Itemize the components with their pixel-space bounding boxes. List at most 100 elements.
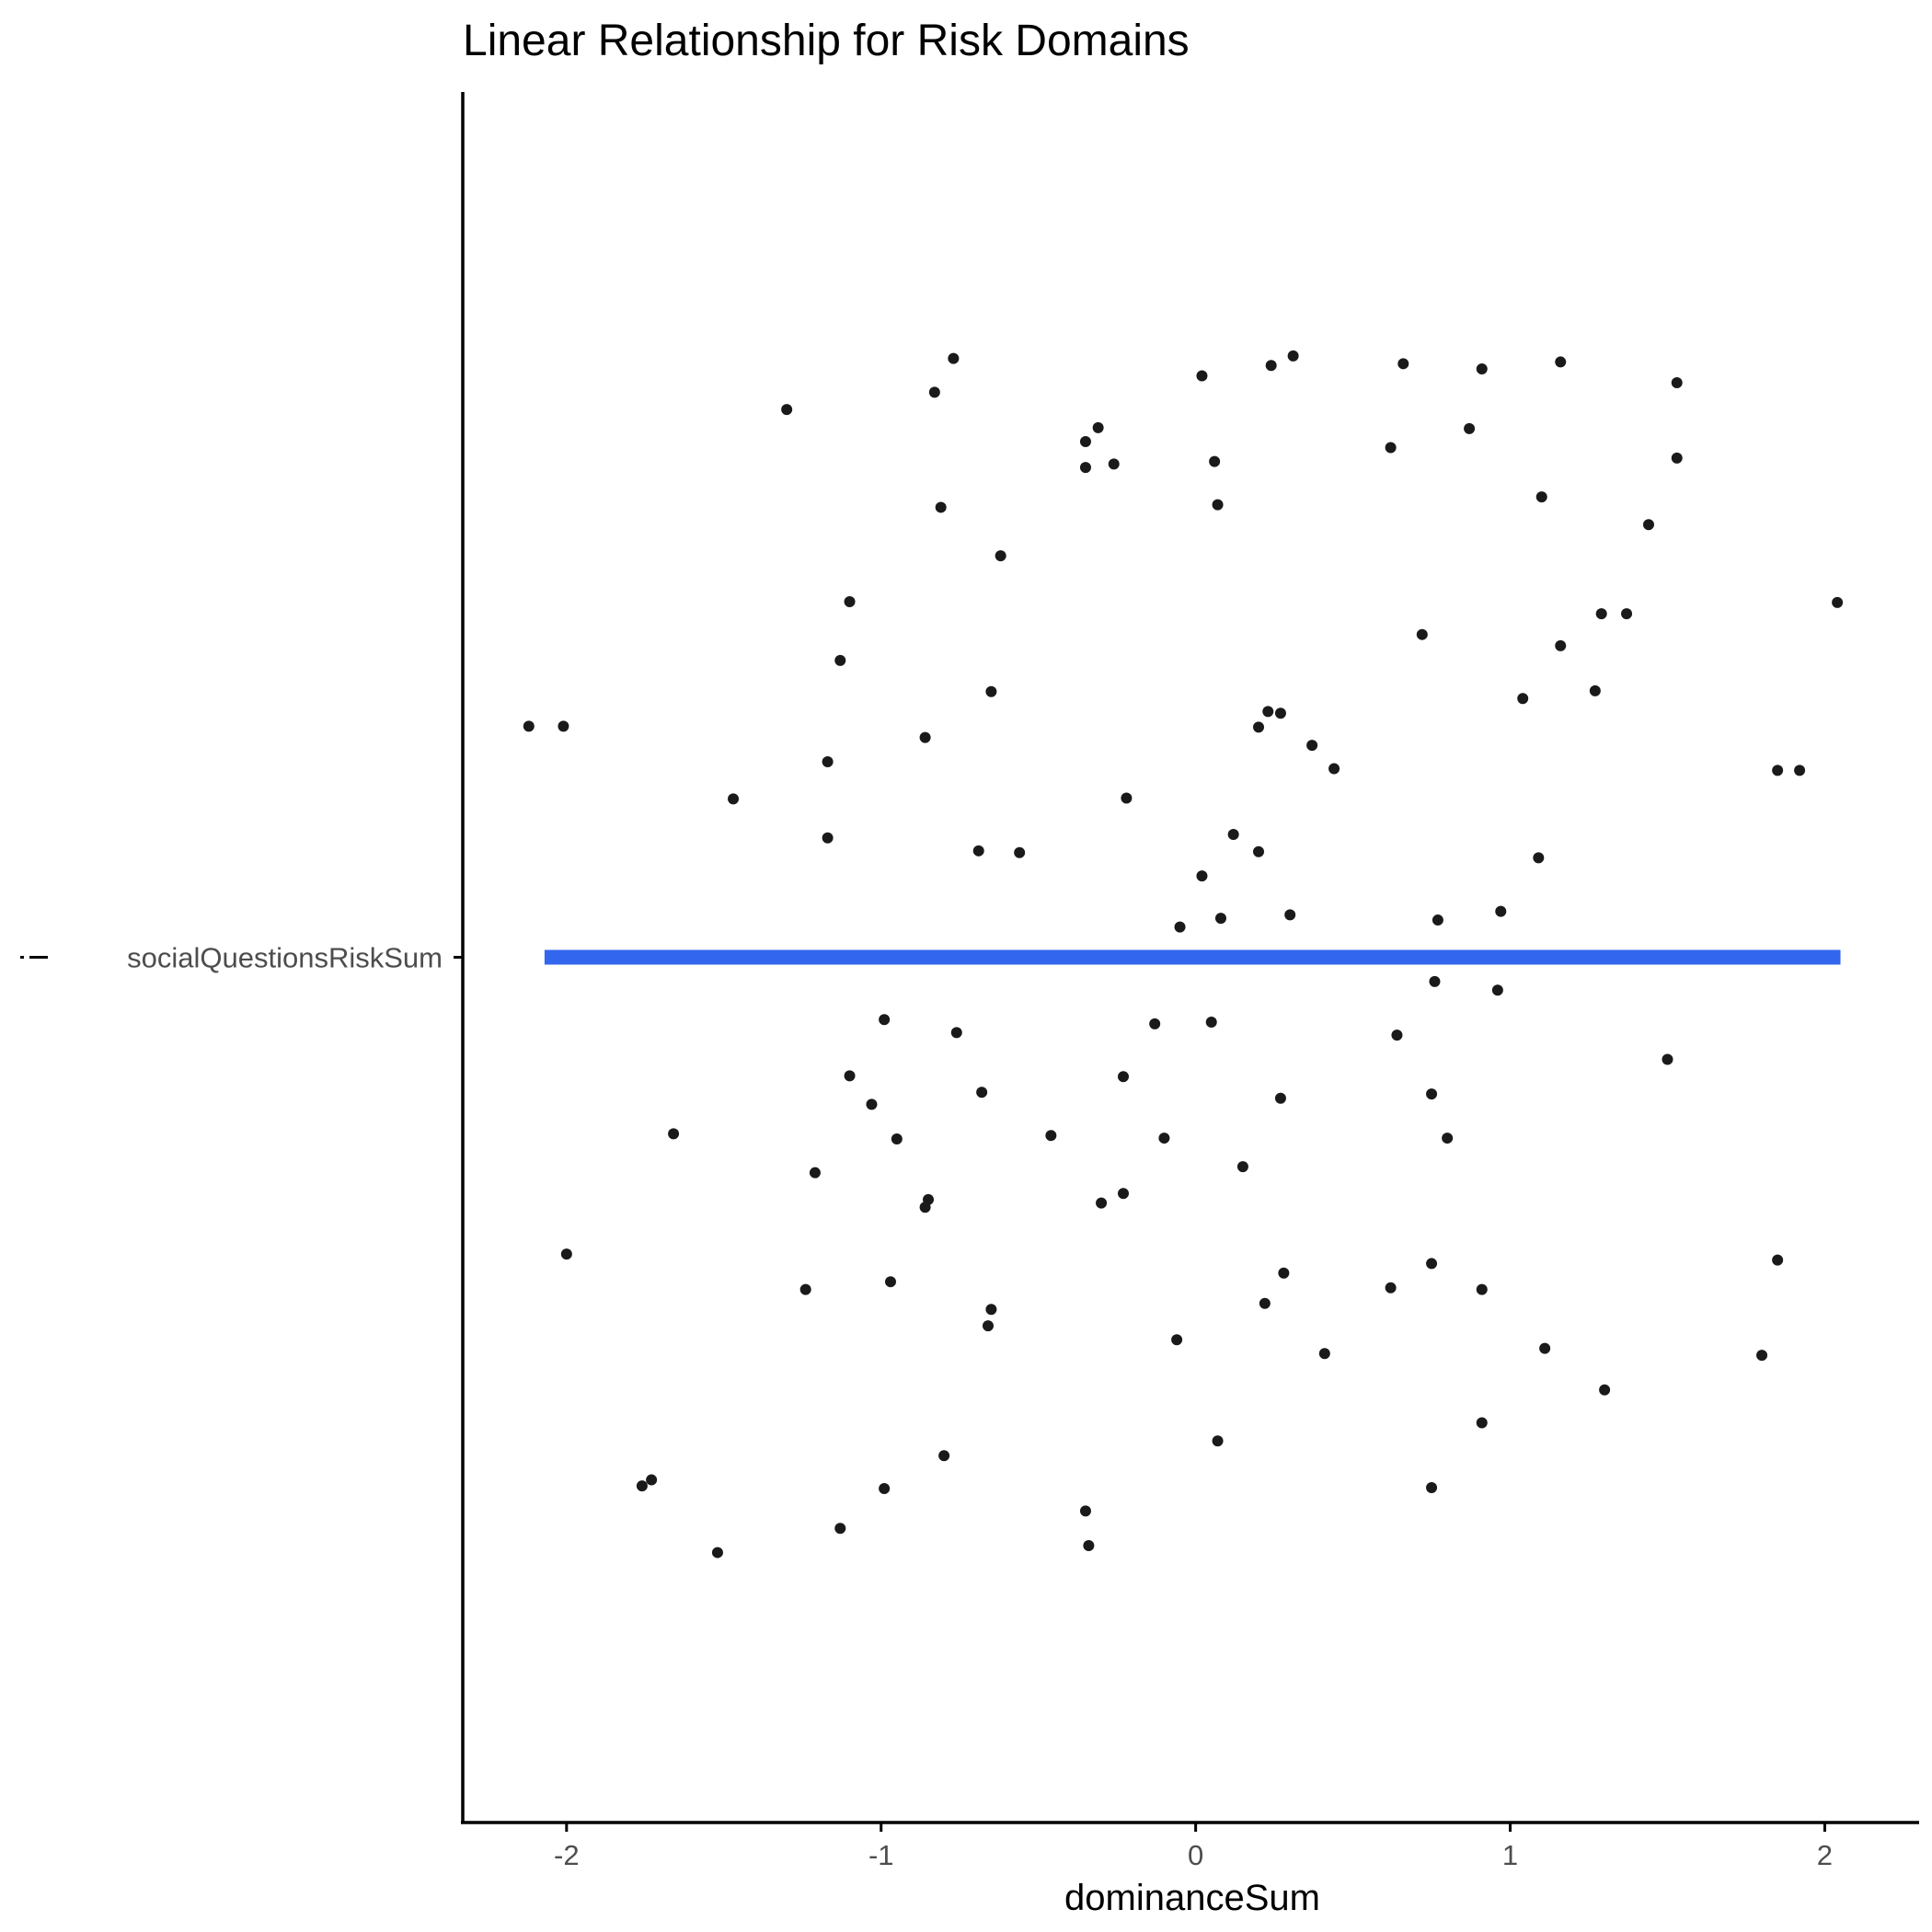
data-point: [1117, 1188, 1129, 1200]
data-point: [1205, 1017, 1217, 1029]
y-tick-label: socialQuestionsRiskSum: [127, 942, 443, 974]
data-point: [1385, 442, 1397, 454]
data-point: [1442, 1133, 1454, 1144]
data-point: [1432, 914, 1443, 926]
data-point: [1476, 1417, 1488, 1429]
x-axis-title: dominanceSum: [1064, 1878, 1320, 1918]
data-point: [728, 793, 740, 805]
x-tick-label: -2: [554, 1839, 580, 1871]
data-point: [1476, 362, 1488, 374]
data-point: [938, 1450, 950, 1462]
data-point: [844, 1070, 856, 1082]
data-point: [1014, 846, 1026, 858]
x-tick-label: 0: [1188, 1839, 1203, 1871]
data-point: [1464, 422, 1476, 434]
data-point: [560, 1248, 572, 1260]
data-point: [1621, 608, 1633, 620]
data-point: [523, 720, 535, 732]
data-point: [1259, 1297, 1271, 1309]
data-point: [1253, 721, 1265, 733]
data-point: [982, 1320, 994, 1332]
data-point: [1595, 608, 1607, 620]
data-point: [1079, 435, 1091, 447]
x-ticks-layer: -2 -1 0 1 2: [554, 1823, 1833, 1871]
data-point: [928, 386, 940, 398]
data-point: [1196, 870, 1208, 882]
data-point: [636, 1480, 648, 1492]
data-point: [1555, 639, 1567, 651]
data-point: [1214, 913, 1226, 925]
data-point: [1391, 1029, 1403, 1041]
data-point: [1555, 356, 1567, 368]
data-point: [1278, 1267, 1290, 1279]
x-tick-label: -1: [868, 1839, 894, 1871]
data-point: [1108, 458, 1120, 470]
data-point: [995, 550, 1006, 562]
data-point: [1539, 1342, 1551, 1354]
data-point: [1671, 452, 1683, 464]
data-point: [1117, 1071, 1129, 1083]
data-point: [668, 1128, 680, 1140]
data-point: [1274, 1092, 1286, 1104]
chart-title: Linear Relationship for Risk Domains: [463, 17, 1190, 65]
data-point: [822, 755, 834, 767]
data-point: [1517, 693, 1529, 705]
data-point: [1174, 921, 1186, 933]
data-point: [1476, 1283, 1488, 1295]
data-point: [1794, 765, 1806, 776]
data-point: [1772, 1254, 1784, 1266]
points-layer: [523, 350, 1844, 1558]
y-ticks-layer: socialQuestionsRiskSum: [20, 942, 463, 974]
data-point: [1533, 852, 1545, 864]
data-point: [1426, 1088, 1438, 1100]
data-point: [1083, 1540, 1095, 1552]
data-point: [1212, 1435, 1224, 1447]
data-point: [1158, 1133, 1170, 1144]
data-point: [919, 731, 931, 743]
data-point: [1227, 828, 1239, 840]
data-point: [1426, 1258, 1438, 1270]
data-point: [1328, 763, 1340, 775]
data-point: [866, 1098, 878, 1110]
x-tick-label: 1: [1502, 1839, 1518, 1871]
data-point: [985, 685, 997, 697]
data-point: [1121, 792, 1133, 804]
data-point: [1491, 984, 1503, 996]
data-point: [646, 1474, 658, 1486]
data-point: [558, 720, 569, 732]
data-point: [1535, 491, 1547, 503]
data-point: [1318, 1348, 1330, 1360]
data-point: [1495, 905, 1507, 917]
data-point: [1171, 1334, 1183, 1346]
data-point: [935, 501, 947, 513]
data-point: [948, 352, 960, 364]
data-point: [1397, 358, 1409, 370]
data-point: [1265, 360, 1277, 372]
data-point: [1416, 628, 1428, 640]
data-point: [1429, 975, 1441, 987]
data-point: [809, 1167, 821, 1179]
data-point: [1092, 421, 1104, 433]
data-point: [1662, 1053, 1673, 1065]
data-point: [1045, 1130, 1057, 1142]
data-point: [1599, 1384, 1611, 1396]
data-point: [822, 832, 834, 844]
data-point: [1832, 596, 1844, 608]
data-point: [884, 1276, 896, 1288]
data-point: [799, 1283, 811, 1295]
data-point: [1209, 455, 1221, 467]
data-point: [1196, 370, 1208, 382]
data-point: [1642, 519, 1654, 531]
data-point: [985, 1304, 997, 1316]
data-point: [1079, 462, 1091, 474]
data-point: [834, 1523, 846, 1535]
data-point: [1671, 377, 1683, 389]
data-point: [1284, 909, 1296, 921]
data-point: [1149, 1018, 1161, 1029]
data-point: [1212, 499, 1224, 511]
data-point: [1589, 684, 1601, 696]
data-point: [1426, 1482, 1438, 1494]
data-point: [1274, 707, 1286, 719]
data-point: [844, 595, 856, 607]
